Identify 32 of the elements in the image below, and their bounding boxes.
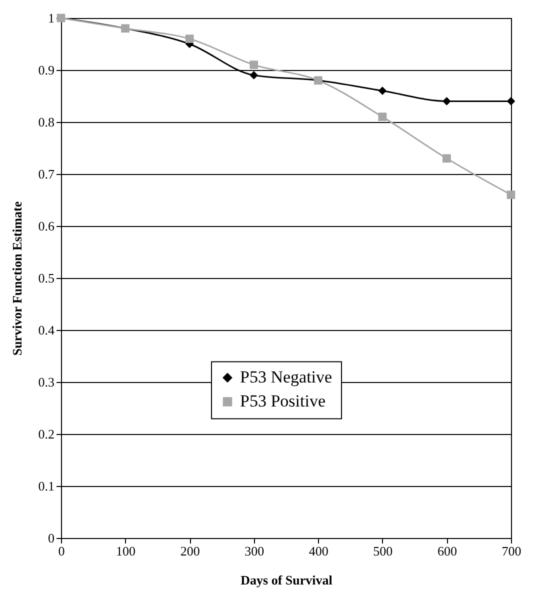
y-tick-label: 0.2 <box>38 426 54 442</box>
x-tick-label: 700 <box>502 544 522 558</box>
legend-label: P53 Positive <box>240 392 326 411</box>
point <box>378 112 387 121</box>
x-tick-label: 100 <box>116 544 136 558</box>
point <box>442 154 451 163</box>
y-tick-label: 0.4 <box>38 322 55 338</box>
x-tick-label: 500 <box>373 544 393 558</box>
x-axis-title: Days of Survival <box>240 572 333 588</box>
y-tick-label: 0.3 <box>38 374 54 390</box>
legend-label: P53 Negative <box>240 368 332 387</box>
point <box>185 34 194 43</box>
y-axis-title: Survivor Function Estimate <box>9 201 24 356</box>
x-tick-label: 300 <box>244 544 264 558</box>
point <box>506 190 516 199</box>
point <box>250 60 258 69</box>
y-tick-label: 0.9 <box>38 62 54 78</box>
x-tick-label: 200 <box>180 544 200 558</box>
point <box>442 97 451 106</box>
y-tick-label: 0.8 <box>38 114 54 130</box>
point <box>506 97 516 106</box>
point <box>250 71 258 80</box>
y-tick-label: 0.5 <box>38 270 54 286</box>
x-tick-label: 600 <box>437 544 457 558</box>
y-tick-label: 1 <box>48 10 54 26</box>
y-tick-label: 0.1 <box>38 478 54 494</box>
point <box>378 86 387 95</box>
y-tick-label: 0.7 <box>38 166 55 182</box>
y-tick-label: 0.6 <box>38 218 55 234</box>
y-tick-label: 0 <box>48 530 54 546</box>
x-tick-label: 0 <box>58 544 65 558</box>
x-tick-label: 400 <box>308 544 328 558</box>
